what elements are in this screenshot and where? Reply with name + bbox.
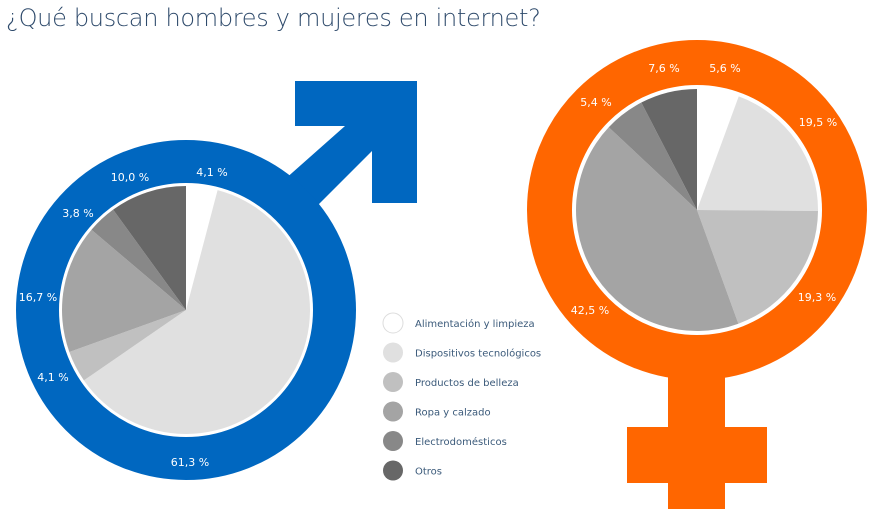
legend-swatch bbox=[383, 342, 403, 363]
legend-item: Ropa y calzado bbox=[383, 401, 491, 422]
pie-slice-male-0 bbox=[186, 186, 218, 310]
pie-slice-female-4 bbox=[608, 102, 697, 210]
pie-slice-female-5 bbox=[641, 89, 697, 210]
female-cross-bar bbox=[627, 427, 767, 483]
pie-group-male: 4,1 % 61,3 % 4,1 % 16,7 % 3,8 % 10,0 % bbox=[16, 81, 417, 480]
data-label-male-1: 61,3 % bbox=[171, 456, 209, 469]
data-label-female-3: 42,5 % bbox=[571, 304, 609, 317]
legend-label: Ropa y calzado bbox=[415, 408, 491, 419]
legend-label: Productos de belleza bbox=[415, 378, 519, 389]
legend-label: Alimentación y limpieza bbox=[415, 318, 535, 330]
pie-group-female: 5,6 % 19,5 % 19,3 % 42,5 % 5,4 % 7,6 % bbox=[527, 40, 867, 509]
legend-swatch bbox=[382, 312, 404, 334]
legend-swatch bbox=[383, 460, 403, 481]
pie-slice-male-3 bbox=[61, 229, 186, 353]
legend-item: Productos de belleza bbox=[383, 372, 519, 392]
data-label-female-0: 5,6 % bbox=[709, 62, 740, 75]
data-label-male-0: 4,1 % bbox=[196, 166, 227, 179]
data-label-male-4: 3,8 % bbox=[62, 207, 93, 220]
pie-slice-female-2 bbox=[697, 210, 818, 324]
legend-label: Otros bbox=[415, 467, 442, 478]
symbol-ring bbox=[527, 40, 867, 380]
male-arrow-icon bbox=[275, 81, 417, 218]
data-label-female-4: 5,4 % bbox=[580, 96, 611, 109]
legend-swatch bbox=[383, 401, 403, 422]
pie-slice-male-1 bbox=[83, 190, 310, 434]
pie-slice-female-0 bbox=[697, 89, 739, 210]
legend-label: Electrodomésticos bbox=[415, 436, 507, 448]
data-label-male-2: 4,1 % bbox=[37, 371, 68, 384]
pie-slice-male-2 bbox=[69, 310, 186, 381]
data-label-male-5: 10,0 % bbox=[111, 171, 149, 184]
pie-slice-female-1 bbox=[697, 96, 818, 211]
chart-title: ¿Qué buscan hombres y mujeres en interne… bbox=[6, 4, 541, 32]
data-label-female-5: 7,6 % bbox=[648, 62, 679, 75]
legend-item: Dispositivos tecnológicos bbox=[383, 342, 541, 363]
legend-swatch bbox=[383, 372, 403, 392]
legend-item: Electrodomésticos bbox=[383, 431, 507, 451]
legend-label: Dispositivos tecnológicos bbox=[415, 348, 541, 360]
data-label-male-3: 16,7 % bbox=[19, 291, 57, 304]
pie-slice-male-5 bbox=[113, 186, 186, 310]
legend-item: Alimentación y limpieza bbox=[382, 312, 535, 334]
legend-swatch bbox=[383, 431, 403, 451]
symbol-ring bbox=[16, 140, 356, 480]
legend: Alimentación y limpieza Dispositivos tecn… bbox=[382, 312, 541, 481]
legend-item: Otros bbox=[383, 460, 442, 481]
pie-slice-male-4 bbox=[91, 209, 186, 310]
pie-slice-female-3 bbox=[575, 127, 739, 332]
data-label-female-1: 19,5 % bbox=[799, 116, 837, 129]
data-label-female-2: 19,3 % bbox=[798, 291, 836, 304]
